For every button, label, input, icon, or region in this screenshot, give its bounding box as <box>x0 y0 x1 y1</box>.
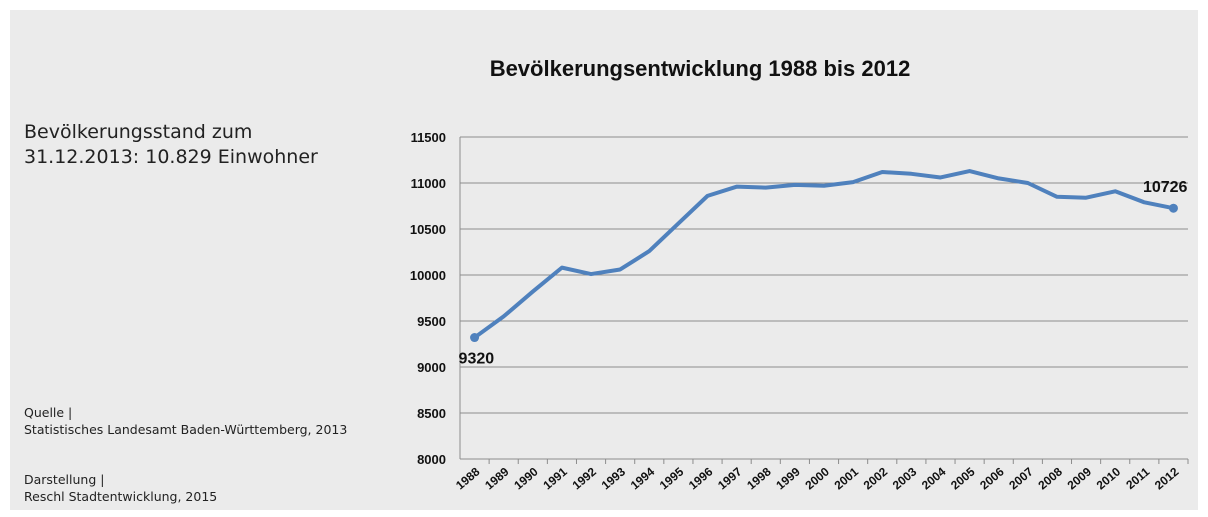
x-tick-label: 1994 <box>628 464 658 492</box>
y-tick-label: 8500 <box>417 406 446 421</box>
x-tick-label: 2005 <box>948 464 978 492</box>
x-tick-label: 2001 <box>832 464 862 492</box>
y-tick-label: 11500 <box>411 130 446 145</box>
x-tick-label: 1992 <box>570 464 600 492</box>
x-tick-label: 2004 <box>919 464 949 492</box>
source-block: Quelle | Statistisches Landesamt Baden-W… <box>24 404 364 438</box>
y-tick-label: 10000 <box>410 268 446 283</box>
x-tick-label: 1991 <box>540 464 570 492</box>
x-tick-label: 2009 <box>1065 464 1095 492</box>
credit-label: Darstellung | <box>24 472 105 487</box>
credit-block: Darstellung | Reschl Stadtentwicklung, 2… <box>24 471 364 505</box>
x-tick-label: 1997 <box>715 464 745 492</box>
y-tick-label: 10500 <box>410 222 446 237</box>
x-tick-label: 1999 <box>773 464 803 492</box>
x-tick-label: 1990 <box>511 464 541 492</box>
x-tick-label: 2000 <box>802 464 832 492</box>
population-note: Bevölkerungsstand zum 31.12.2013: 10.829… <box>24 121 318 168</box>
line <box>473 169 1174 340</box>
source: Statistisches Landesamt Baden-Württember… <box>24 422 348 437</box>
x-tick-label: 2003 <box>890 464 920 492</box>
x-tick-label: 1995 <box>657 464 687 492</box>
x-tick-label: 1988 <box>453 464 483 492</box>
x-tick-label: 1993 <box>599 464 629 492</box>
data-label: 9320 <box>459 351 495 368</box>
x-tick-label: 2002 <box>861 464 891 492</box>
data-label: 10726 <box>1143 179 1188 196</box>
y-tick-label: 11000 <box>411 176 446 191</box>
marker <box>1168 203 1178 213</box>
x-tick-label: 2010 <box>1094 464 1124 492</box>
x-tick-label: 2008 <box>1035 464 1065 492</box>
panel <box>10 10 1198 510</box>
x-tick-label: 1996 <box>686 464 716 492</box>
chart-title: Bevölkerungsentwicklung 1988 bis 2012 <box>490 56 911 81</box>
credit: Reschl Stadtentwicklung, 2015 <box>24 489 218 504</box>
marker <box>470 333 480 343</box>
y-tick-label: 8000 <box>417 452 446 467</box>
y-tick-label: 9000 <box>417 360 446 375</box>
x-tick-label: 1989 <box>482 464 512 492</box>
x-tick-label: 2012 <box>1152 464 1182 492</box>
x-tick-label: 2006 <box>977 464 1007 492</box>
x-tick-label: 1998 <box>744 464 774 492</box>
source-label: Quelle | <box>24 405 73 420</box>
x-tick-label: 2007 <box>1006 464 1036 492</box>
y-tick-label: 9500 <box>417 314 446 329</box>
x-tick-label: 2011 <box>1123 464 1152 492</box>
